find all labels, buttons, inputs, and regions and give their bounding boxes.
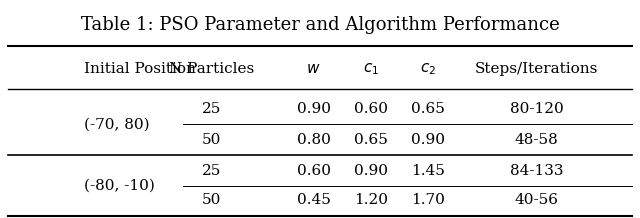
- Text: 0.90: 0.90: [296, 102, 331, 116]
- Text: 0.90: 0.90: [354, 164, 388, 178]
- Text: 50: 50: [202, 193, 221, 208]
- Text: 1.45: 1.45: [412, 164, 445, 178]
- Text: 40-56: 40-56: [515, 193, 559, 208]
- Text: N Particles: N Particles: [169, 62, 254, 76]
- Text: 1.20: 1.20: [354, 193, 388, 208]
- Text: 0.80: 0.80: [297, 133, 331, 147]
- Text: 84-133: 84-133: [510, 164, 563, 178]
- Text: 0.65: 0.65: [412, 102, 445, 116]
- Text: Table 1: PSO Parameter and Algorithm Performance: Table 1: PSO Parameter and Algorithm Per…: [81, 16, 559, 34]
- Text: 1.70: 1.70: [412, 193, 445, 208]
- Text: 0.65: 0.65: [354, 133, 388, 147]
- Text: (-80, -10): (-80, -10): [84, 179, 155, 193]
- Text: 0.90: 0.90: [412, 133, 445, 147]
- Text: $c_1$: $c_1$: [363, 61, 379, 77]
- Text: (-70, 80): (-70, 80): [84, 118, 150, 131]
- Text: 50: 50: [202, 133, 221, 147]
- Text: 25: 25: [202, 102, 221, 116]
- Text: Steps/Iterations: Steps/Iterations: [475, 62, 598, 76]
- Text: 48-58: 48-58: [515, 133, 559, 147]
- Text: 0.45: 0.45: [297, 193, 331, 208]
- Text: $c_2$: $c_2$: [420, 61, 436, 77]
- Text: $w$: $w$: [307, 62, 321, 76]
- Text: 0.60: 0.60: [354, 102, 388, 116]
- Text: 80-120: 80-120: [510, 102, 564, 116]
- Text: 25: 25: [202, 164, 221, 178]
- Text: Initial Position: Initial Position: [84, 62, 196, 76]
- Text: 0.60: 0.60: [296, 164, 331, 178]
